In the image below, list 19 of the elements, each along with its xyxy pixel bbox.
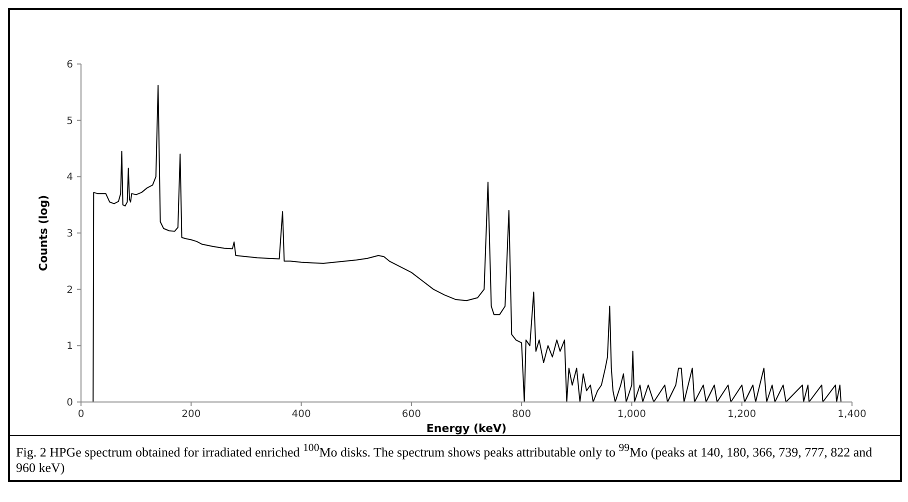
line-series [92, 84, 842, 402]
x-axis-title: Energy (keV) [426, 422, 507, 435]
y-tick-label: 3 [66, 228, 73, 240]
x-tick-label: 800 [512, 409, 532, 420]
y-tick-label: 2 [66, 284, 73, 296]
x-tick-label: 0 [78, 409, 84, 420]
x-tick-label: 1,400 [838, 409, 866, 420]
x-tick-label: 1,200 [728, 409, 756, 420]
y-axis-title: Counts (log) [37, 194, 50, 272]
x-tick-label: 400 [292, 409, 311, 420]
y-tick-label: 6 [66, 60, 73, 70]
y-tick-label: 5 [66, 116, 73, 127]
text: Fig. 2 HPGe spectrum obtained for irradiated enriched $^{100}$Mo disks. The spectrum shows peaks attributable only to $^{99}$Mo (peaks at 140, 180, 366, 739, 777, 822 and 960 keV) [16, 442, 872, 476]
x-tick-label: 600 [402, 409, 421, 420]
x-tick-label: 1,000 [617, 409, 646, 420]
y-tick-label: 4 [66, 172, 73, 184]
y-tick-label: 0 [66, 398, 73, 408]
x-tick-label: 200 [182, 409, 201, 420]
y-tick-label: 1 [66, 341, 73, 352]
